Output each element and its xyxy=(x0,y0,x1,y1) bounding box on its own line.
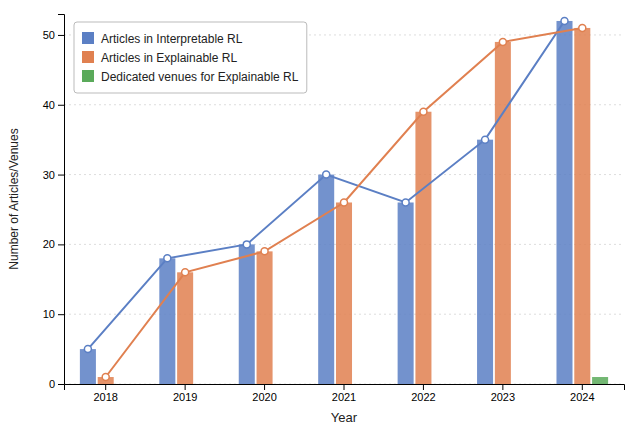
bar xyxy=(433,384,449,385)
marker xyxy=(102,374,109,381)
x-tick-mark xyxy=(344,384,345,390)
y-tick-label: 20 xyxy=(43,238,55,250)
marker xyxy=(84,346,91,353)
x-tick: 2021 xyxy=(332,384,356,403)
y-tick: 10 xyxy=(43,308,64,320)
x-axis-title: Year xyxy=(331,410,358,425)
bar xyxy=(592,377,608,384)
bar xyxy=(398,202,414,384)
bar-series xyxy=(592,377,608,384)
y-tick-mark xyxy=(58,175,64,176)
legend-swatch xyxy=(82,32,94,44)
x-tick-label: 2023 xyxy=(491,391,515,403)
legend-label: Articles in Explainable RL xyxy=(101,51,237,65)
y-tick-mark xyxy=(58,384,64,385)
chart: 0 10 20 30 40 50 2018 2019 2020 2021 2022 2023 2024 Y… xyxy=(0,0,640,432)
bar xyxy=(115,384,131,385)
x-tick-label: 2018 xyxy=(93,391,117,403)
x-tick-label: 2021 xyxy=(332,391,356,403)
bar xyxy=(556,21,572,384)
x-tick: 2024 xyxy=(570,384,594,403)
y-tick-label: 10 xyxy=(43,308,55,320)
legend-item: Articles in Explainable RL xyxy=(82,51,237,65)
x-tick-mark xyxy=(582,384,583,390)
bar xyxy=(336,202,352,384)
marker xyxy=(482,136,489,143)
marker xyxy=(243,241,250,248)
x-tick-label: 2019 xyxy=(173,391,197,403)
marker xyxy=(402,199,409,206)
plot-area xyxy=(80,17,608,384)
marker xyxy=(420,108,427,115)
x-tick: 2020 xyxy=(252,384,276,403)
bar xyxy=(274,384,290,385)
x-tick: 2023 xyxy=(491,384,515,403)
bar xyxy=(495,42,511,384)
bar xyxy=(354,384,370,385)
y-tick-mark xyxy=(58,244,64,245)
x-tick: 2019 xyxy=(173,384,197,403)
y-axis-title: Number of Articles/Venues xyxy=(7,128,21,269)
legend-swatch xyxy=(82,70,94,82)
legend-label: Articles in Interpretable RL xyxy=(101,32,243,46)
y-tick: 30 xyxy=(43,169,64,181)
y-tick: 50 xyxy=(43,29,64,41)
marker xyxy=(499,38,506,45)
x-axis-line xyxy=(65,385,625,391)
legend-item: Dedicated venues for Explainable RL xyxy=(82,70,299,84)
y-tick: 40 xyxy=(43,99,64,111)
line xyxy=(88,21,565,349)
x-tick-label: 2024 xyxy=(570,391,594,403)
y-tick-label: 30 xyxy=(43,169,55,181)
bar xyxy=(574,28,590,384)
bar xyxy=(159,258,175,384)
marker xyxy=(261,248,268,255)
legend-swatch xyxy=(82,51,94,63)
y-tick-mark xyxy=(58,314,64,315)
bar xyxy=(257,251,273,384)
y-tick-label: 0 xyxy=(49,378,55,390)
bar xyxy=(80,349,96,384)
legend: Articles in Interpretable RL Articles in … xyxy=(74,22,307,93)
x-tick-mark xyxy=(264,384,265,390)
x-tick-mark xyxy=(423,384,424,390)
x-tick: 2022 xyxy=(411,384,435,403)
marker xyxy=(182,269,189,276)
grid-line xyxy=(64,104,624,105)
bar xyxy=(318,175,334,384)
x-tick-mark xyxy=(502,384,503,390)
x-axis: 2018 2019 2020 2021 2022 2023 2024 xyxy=(65,384,625,403)
marker xyxy=(341,199,348,206)
bar-series xyxy=(98,28,591,384)
x-tick: 2018 xyxy=(93,384,117,403)
bar xyxy=(415,112,431,384)
grid-line xyxy=(64,174,624,175)
marker xyxy=(579,24,586,31)
y-tick-mark xyxy=(58,35,64,36)
x-tick-mark xyxy=(105,384,106,390)
y-tick: 20 xyxy=(43,238,64,250)
y-axis: 0 10 20 30 40 50 xyxy=(43,15,65,391)
bar xyxy=(239,244,255,384)
x-tick-mark xyxy=(185,384,186,390)
y-tick-mark xyxy=(58,105,64,106)
y-axis-line xyxy=(58,15,65,385)
marker xyxy=(561,17,568,24)
marker xyxy=(164,255,171,262)
bar xyxy=(477,140,493,384)
marker xyxy=(323,171,330,178)
legend-box xyxy=(74,22,307,93)
y-tick: 0 xyxy=(49,378,64,390)
bar xyxy=(195,384,211,385)
x-tick-label: 2022 xyxy=(411,391,435,403)
bar-series xyxy=(80,21,573,384)
legend-label: Dedicated venues for Explainable RL xyxy=(101,70,299,84)
y-tick-label: 40 xyxy=(43,99,55,111)
bar xyxy=(513,384,529,385)
x-tick-label: 2020 xyxy=(252,391,276,403)
y-tick-label: 50 xyxy=(43,29,55,41)
bar xyxy=(177,272,193,384)
legend-item: Articles in Interpretable RL xyxy=(82,32,243,46)
